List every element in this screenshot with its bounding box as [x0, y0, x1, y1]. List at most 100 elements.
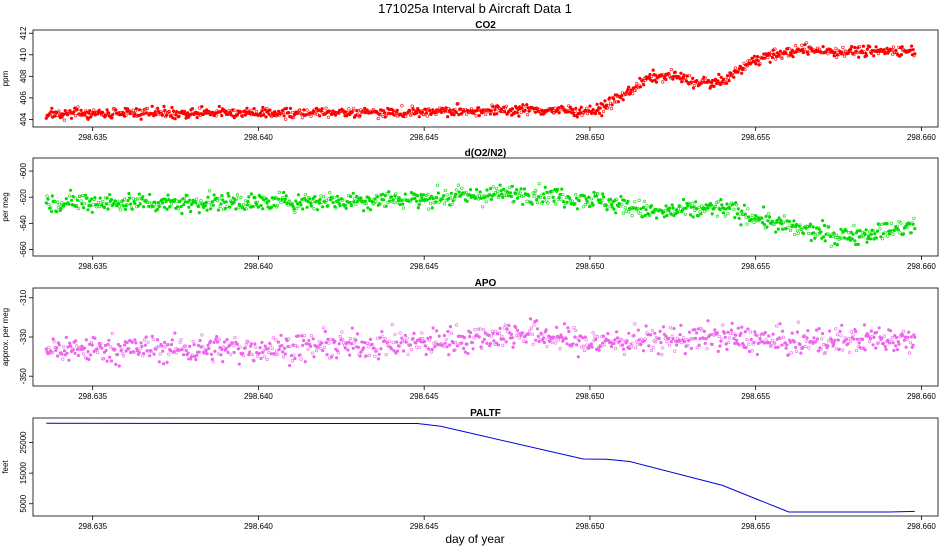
data-point	[494, 329, 498, 333]
data-point	[557, 196, 561, 200]
data-point	[663, 209, 667, 213]
data-point	[703, 76, 708, 80]
data-point	[700, 204, 704, 208]
data-point	[849, 44, 854, 49]
data-point	[319, 194, 323, 198]
data-point	[567, 329, 571, 334]
data-point	[114, 200, 118, 204]
data-point	[736, 326, 740, 330]
x-tick-label: 298.660	[907, 392, 936, 401]
data-point	[253, 196, 257, 200]
data-point	[773, 342, 777, 346]
data-point	[428, 335, 433, 340]
data-point	[724, 342, 728, 346]
data-point	[235, 113, 240, 117]
data-point	[155, 202, 159, 206]
data-point	[196, 343, 200, 348]
data-point	[679, 204, 683, 208]
data-point	[783, 341, 787, 345]
data-point	[444, 337, 448, 341]
data-point	[209, 339, 213, 343]
data-point	[57, 109, 61, 113]
data-point	[55, 210, 59, 214]
data-point	[507, 194, 511, 198]
data-point	[660, 352, 664, 357]
data-point	[717, 334, 721, 339]
data-point	[429, 350, 434, 354]
data-point	[669, 212, 674, 216]
data-point	[744, 346, 748, 350]
data-point	[667, 343, 672, 347]
data-point	[381, 334, 385, 338]
data-point	[307, 339, 311, 343]
data-point	[889, 221, 893, 225]
data-point	[510, 336, 514, 340]
data-point	[67, 202, 71, 206]
data-point	[890, 336, 894, 340]
data-point	[169, 349, 173, 353]
data-point	[375, 348, 379, 352]
data-point	[343, 203, 347, 207]
data-point	[582, 348, 587, 353]
data-point	[499, 189, 503, 193]
data-point	[874, 236, 879, 240]
data-point	[87, 357, 91, 362]
data-point	[335, 194, 340, 198]
data-point	[493, 107, 497, 112]
data-point	[863, 348, 867, 352]
data-point	[583, 335, 587, 339]
data-point	[842, 54, 847, 58]
data-point	[404, 114, 408, 119]
data-point	[546, 337, 550, 341]
data-point	[158, 352, 162, 356]
data-point	[198, 201, 202, 205]
data-point	[819, 347, 823, 351]
data-point	[449, 331, 454, 335]
data-point	[296, 334, 301, 338]
data-point	[198, 338, 202, 343]
data-point	[804, 339, 808, 343]
data-point	[169, 202, 174, 206]
data-point	[531, 342, 535, 346]
data-point	[867, 230, 872, 234]
data-point	[871, 343, 875, 347]
data-point	[262, 113, 266, 117]
data-point	[718, 208, 722, 212]
data-point	[683, 352, 687, 356]
data-point	[483, 195, 487, 199]
data-point	[601, 195, 606, 199]
data-point	[84, 338, 88, 342]
data-point	[687, 330, 692, 334]
data-point	[176, 207, 180, 211]
data-point	[820, 332, 825, 336]
data-point	[313, 195, 317, 199]
data-point	[394, 192, 398, 196]
data-point	[784, 346, 788, 350]
data-point	[521, 194, 526, 198]
data-point	[842, 236, 847, 240]
data-point	[867, 334, 871, 339]
data-point	[468, 335, 472, 339]
data-point	[636, 210, 640, 214]
data-point	[222, 345, 226, 349]
data-point	[715, 331, 720, 335]
data-point	[465, 342, 469, 346]
data-point	[519, 110, 523, 114]
data-point	[841, 45, 845, 50]
data-point	[600, 102, 605, 106]
data-point	[215, 340, 220, 344]
data-point	[808, 222, 813, 226]
data-point	[428, 338, 432, 342]
data-point	[464, 190, 468, 194]
data-point	[468, 331, 473, 335]
data-point	[778, 53, 782, 57]
data-point	[442, 333, 447, 338]
data-point	[113, 347, 117, 352]
data-point	[320, 200, 324, 204]
data-point	[595, 102, 599, 106]
data-point	[245, 106, 249, 110]
data-point	[694, 331, 699, 335]
data-point	[495, 112, 499, 116]
data-point	[593, 111, 598, 116]
